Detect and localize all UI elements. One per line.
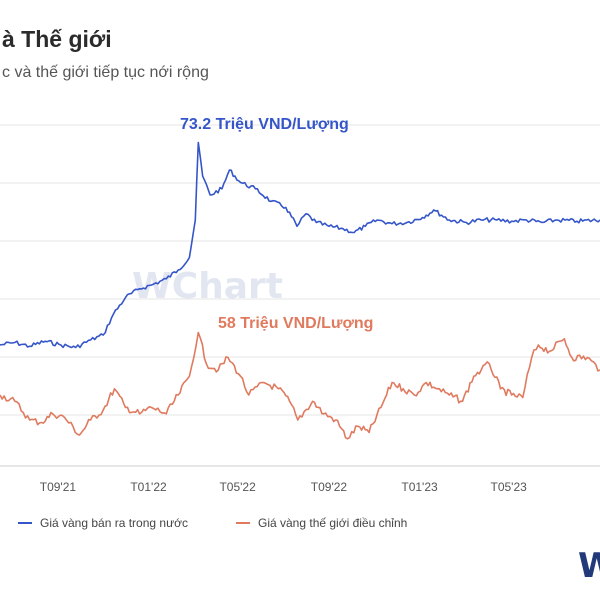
legend-swatch-world [236, 522, 250, 524]
x-tick-label: T09'22 [311, 480, 348, 494]
watermark: WChart [132, 266, 283, 307]
domestic-price-annotation: 73.2 Triệu VND/Lượng [180, 116, 349, 133]
series-line-domestic [0, 141, 600, 349]
x-tick-label: T05'23 [490, 480, 527, 494]
gold-price-chart: WChart T09'21 T01'22 T05'22 T09'22 T01'23 T05… [0, 116, 600, 494]
legend-item-domestic[interactable]: Giá vàng bán ra trong nước [18, 516, 188, 530]
chart-legend: Giá vàng bán ra trong nước Giá vàng thế … [0, 516, 600, 538]
world-price-annotation: 58 Triệu VND/Lượng [218, 315, 373, 332]
x-tick-label: T09'21 [40, 480, 77, 494]
gridlines [0, 124, 600, 467]
x-tick-label: T01'23 [401, 480, 438, 494]
series-lines [0, 141, 600, 440]
legend-label-world: Giá vàng thế giới điều chỉnh [258, 516, 408, 530]
x-tick-label: T01'22 [130, 480, 167, 494]
legend-swatch-domestic [18, 522, 32, 524]
legend-label-domestic: Giá vàng bán ra trong nước [40, 516, 188, 530]
chart-subtitle: c và thế giới tiếp tục nới rộng [2, 64, 209, 81]
legend-item-world[interactable]: Giá vàng thế giới điều chỉnh [236, 516, 407, 530]
x-axis-ticks: T09'21 T01'22 T05'22 T09'22 T01'23 T05'23 [40, 480, 527, 494]
brand-logo: W [578, 546, 600, 586]
x-tick-label: T05'22 [219, 480, 256, 494]
chart-title: à Thế giới [2, 26, 112, 52]
series-line-world [0, 331, 600, 440]
